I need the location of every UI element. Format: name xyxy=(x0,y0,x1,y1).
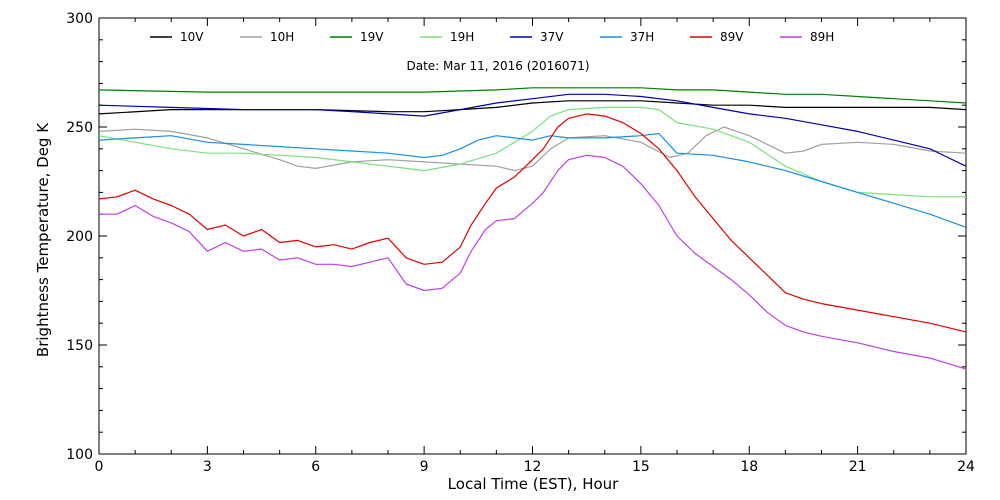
series-line-37h xyxy=(98,132,967,228)
legend-label-89h: 89H xyxy=(810,30,834,44)
series-line-19v xyxy=(98,87,967,104)
legend-label-37h: 37H xyxy=(630,30,654,44)
series-lines xyxy=(98,87,967,370)
x-tick-label: 0 xyxy=(95,459,104,475)
x-tick-label: 3 xyxy=(203,459,212,475)
legend-label-89v: 89V xyxy=(720,30,744,44)
x-tick-label: 15 xyxy=(632,459,650,475)
y-tick-label: 300 xyxy=(66,11,93,27)
series-line-10v xyxy=(98,100,967,115)
series-line-37v xyxy=(98,93,967,167)
y-tick-label: 150 xyxy=(66,338,93,354)
series-line-89h xyxy=(99,154,967,370)
chart-subtitle: Date: Mar 11, 2016 (2016071) xyxy=(406,59,589,73)
legend-label-19v: 19V xyxy=(360,30,384,44)
y-tick-label: 100 xyxy=(66,447,93,463)
axis-ticks: 0 3 6 9 12 15 18 21 24 100 150 200 250 300 xyxy=(66,11,975,475)
x-tick-label: 24 xyxy=(957,459,975,475)
y-tick-label: 200 xyxy=(66,229,93,245)
series-line-19h xyxy=(98,106,966,198)
y-tick-label: 250 xyxy=(66,120,93,136)
x-tick-label: 6 xyxy=(311,459,320,475)
legend-label-19h: 19H xyxy=(450,30,474,44)
y-axis-title: Brightness Temperature, Deg K xyxy=(34,122,52,357)
legend-label-10v: 10V xyxy=(180,30,204,44)
series-line-10h xyxy=(98,126,967,172)
legend-label-37v: 37V xyxy=(540,30,564,44)
x-tick-label: 18 xyxy=(740,459,758,475)
x-tick-label: 21 xyxy=(849,459,867,475)
series-line-89v xyxy=(98,113,967,333)
legend: 10V 10H 19V 19H 37V 37H 89V 89H xyxy=(150,30,834,44)
plot-frame xyxy=(98,17,967,455)
legend-label-10h: 10H xyxy=(270,30,294,44)
x-tick-label: 9 xyxy=(420,459,429,475)
x-axis-title: Local Time (EST), Hour xyxy=(448,475,619,493)
x-tick-label: 12 xyxy=(524,459,542,475)
